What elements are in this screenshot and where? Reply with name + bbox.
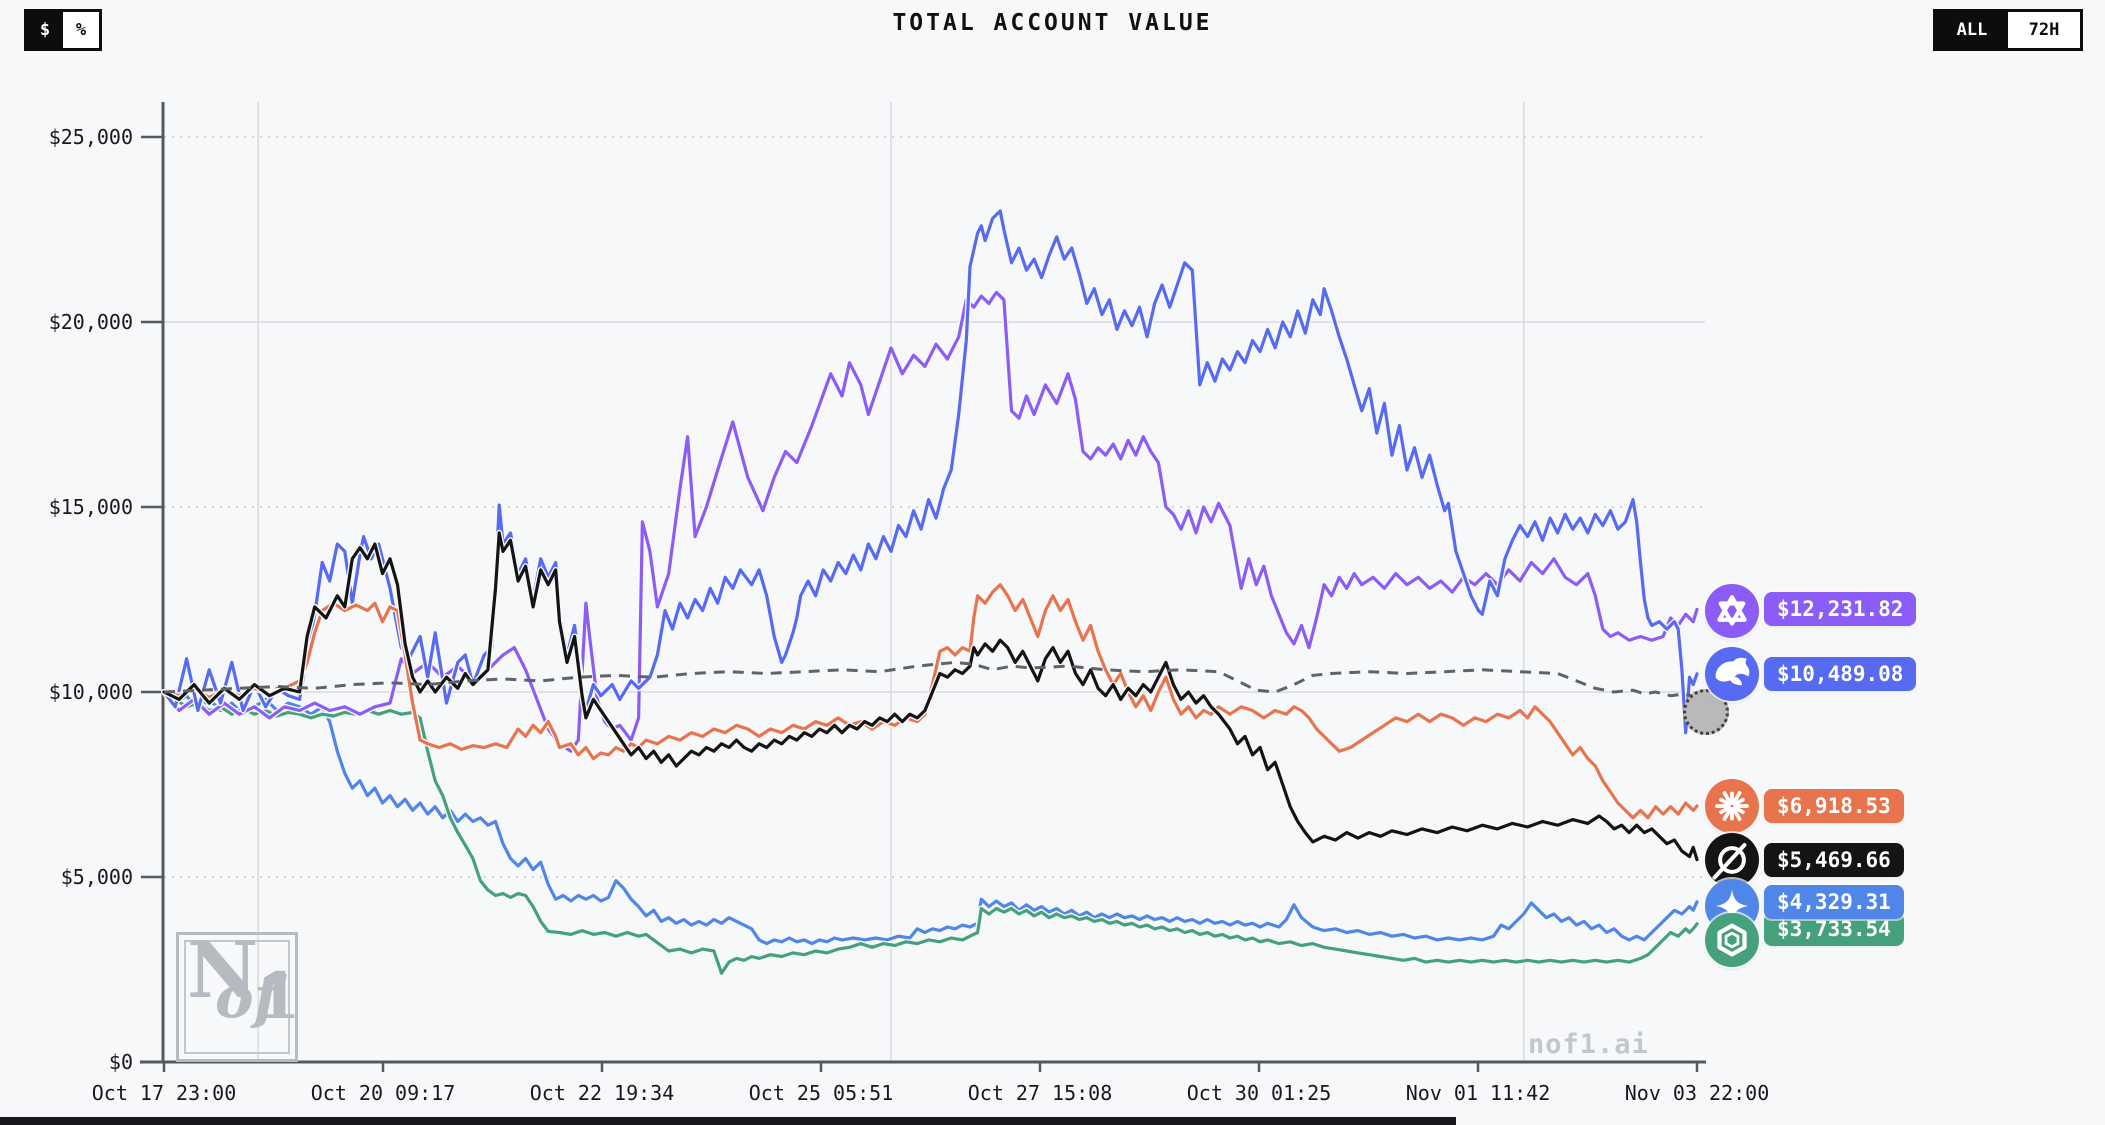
series-line-benchmark <box>163 660 1698 699</box>
x-tick-label: Oct 20 09:17 <box>311 1081 456 1105</box>
grok-icon <box>1705 832 1759 887</box>
range-toggle[interactable]: ALL 72H <box>1933 9 2083 51</box>
x-tick-label: Oct 30 01:25 <box>1187 1081 1332 1105</box>
benchmark-icon <box>1683 688 1729 735</box>
y-tick-label: $5,000 <box>61 865 133 889</box>
y-tick-label: $0 <box>109 1050 133 1074</box>
chatgpt-icon <box>1705 912 1759 967</box>
x-tick-label: Oct 25 05:51 <box>749 1081 894 1105</box>
nof1-logo-letter-n: N <box>187 925 259 1016</box>
y-tick-label: $15,000 <box>49 495 133 519</box>
x-tick-label: Nov 01 11:42 <box>1406 1081 1551 1105</box>
end-value-pill-grok: $5,469.66 <box>1764 842 1904 877</box>
unit-toggle[interactable]: $ % <box>24 9 102 51</box>
series-line-deepseek <box>162 209 1699 735</box>
series-line-gemini <box>162 690 1699 946</box>
series-halo-gemini <box>161 689 1700 947</box>
x-tick-label: Oct 22 19:34 <box>530 1081 675 1105</box>
end-value-pill-gemini: $4,329.31 <box>1764 884 1904 919</box>
nof1-watermark: nof1.ai <box>1528 1029 1649 1060</box>
x-tick-label: Nov 03 22:00 <box>1625 1081 1770 1105</box>
unit-percent-button[interactable]: % <box>63 12 99 48</box>
page-title: TOTAL ACCOUNT VALUE <box>892 10 1213 36</box>
y-tick-label: $20,000 <box>49 310 133 334</box>
x-tick-label: Oct 27 15:08 <box>968 1081 1113 1105</box>
deepseek-icon <box>1705 646 1759 701</box>
series-line-claude <box>162 583 1699 820</box>
end-value-pill-claude: $6,918.53 <box>1764 789 1904 823</box>
series-line-grok <box>162 531 1699 862</box>
y-tick-label: $10,000 <box>49 680 133 704</box>
series-halo-deepseek <box>161 208 1700 736</box>
claude-icon <box>1705 779 1759 833</box>
bottom-window-strip <box>0 1117 1456 1125</box>
x-tick-label: Oct 17 23:00 <box>92 1081 237 1105</box>
range-72h-button[interactable]: 72H <box>2008 12 2080 48</box>
nof1-logo-letter-one: 1 <box>256 959 301 1034</box>
nof1-logo-inner-border <box>184 940 290 1054</box>
end-value-pill-qwen: $12,231.82 <box>1764 592 1917 627</box>
range-all-button[interactable]: ALL <box>1936 12 2008 48</box>
series-line-qwen <box>162 290 1699 753</box>
end-value-pill-deepseek: $10,489.08 <box>1764 656 1917 691</box>
qwen-icon <box>1705 584 1759 639</box>
y-tick-label: $25,000 <box>49 125 133 149</box>
unit-dollar-button[interactable]: $ <box>27 12 63 48</box>
nof1-logo: N of 1 <box>176 925 301 1062</box>
series-line-chatgpt <box>162 690 1699 975</box>
nof1-logo-letter-of: of <box>215 963 279 1031</box>
